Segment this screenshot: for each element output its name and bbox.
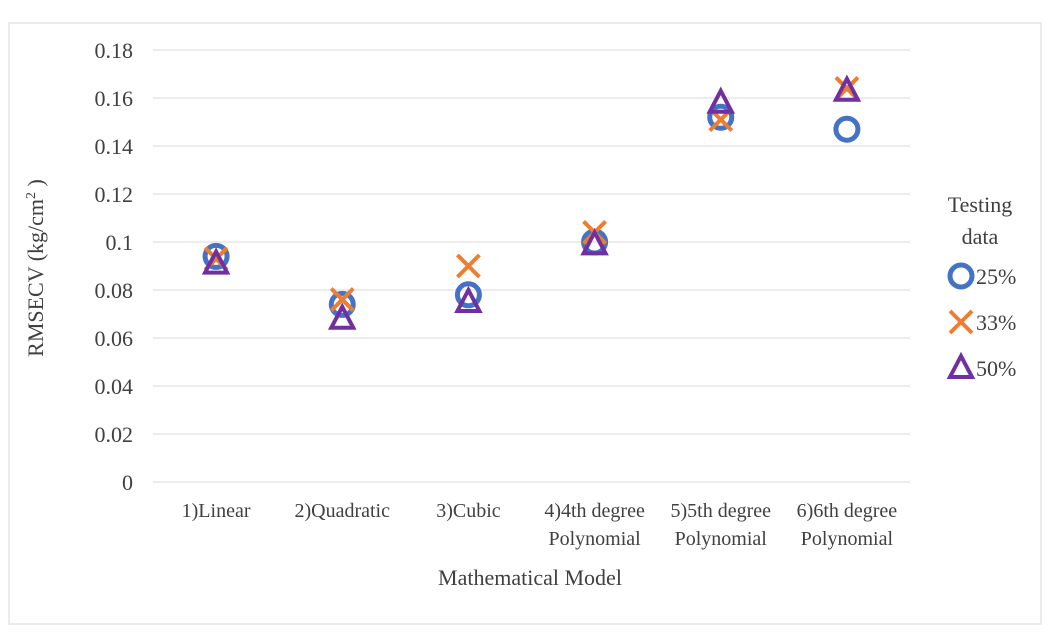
data-point-triangle [832, 74, 862, 102]
y-tick-label: 0.04 [95, 374, 134, 399]
y-tick-label: 0.06 [95, 326, 134, 351]
y-tick-label: 0.12 [95, 182, 134, 207]
y-axis-title-end: ) [23, 179, 48, 192]
y-tick-label: 0 [122, 470, 133, 495]
data-point-x [329, 287, 355, 313]
data-point-triangle [327, 302, 357, 330]
data-point-circle [707, 103, 735, 131]
x-tick-label: 1)Linear [182, 500, 251, 522]
y-tick-label: 0.18 [95, 38, 134, 63]
x-tick-label: Polynomial [548, 528, 641, 550]
legend-title-line-2: data [962, 224, 999, 249]
x-tick-label: 4)4th degree [544, 500, 645, 522]
x-tick-label: 3)Cubic [436, 500, 501, 522]
legend-label: 50% [976, 356, 1016, 381]
data-point-triangle [454, 285, 483, 313]
data-point-triangle [201, 247, 231, 275]
data-point-circle [202, 242, 230, 270]
chart-border [8, 22, 1042, 625]
legend-label: 33% [976, 310, 1016, 335]
legend-marker-x [948, 309, 974, 335]
x-tick-label: Polynomial [675, 528, 768, 550]
y-tick-label: 0.1 [106, 230, 134, 255]
x-tick-label: 6)6th degree [797, 500, 898, 522]
data-point-circle [833, 115, 861, 143]
y-axis-title: RMSECV (kg/cm2 ) [23, 179, 48, 357]
legend-marker-triangle [946, 351, 976, 379]
x-axis-title: Mathematical Model [438, 565, 622, 590]
y-tick-label: 0.02 [95, 422, 134, 447]
data-point-triangle [706, 86, 736, 114]
legend-title-line-1: Testing [948, 192, 1012, 217]
x-tick-label: 5)5th degree [670, 500, 771, 522]
legend-marker-circle [947, 262, 975, 290]
gridlines [153, 49, 910, 483]
x-tick-label: 2)Quadratic [294, 500, 390, 522]
y-axis-title-superscript: 2 [24, 192, 39, 199]
data-point-circle [454, 281, 482, 309]
y-tick-label: 0.08 [95, 278, 134, 303]
y-axis-ticks: 0 0.02 0.04 0.06 0.08 0.1 0.12 0.14 0.16 0.18 [95, 38, 134, 495]
y-tick-label: 0.16 [95, 86, 134, 111]
y-tick-label: 0.14 [95, 134, 134, 159]
x-axis-ticks: 1)Linear 2)Quadratic 3)Cubic 4)4th degree Po… [182, 500, 898, 550]
data-point-x [456, 253, 481, 279]
legend-label: 25% [976, 264, 1016, 289]
data-markers [201, 74, 862, 330]
x-tick-label: Polynomial [801, 528, 894, 550]
y-axis-title-main: RMSECV (kg/cm [23, 199, 48, 357]
data-point-circle [328, 290, 356, 318]
data-point-triangle [580, 228, 609, 256]
legend: Testing data 25% 33% 50% [946, 192, 1016, 381]
legend-items: 25% 33% 50% [946, 262, 1016, 381]
